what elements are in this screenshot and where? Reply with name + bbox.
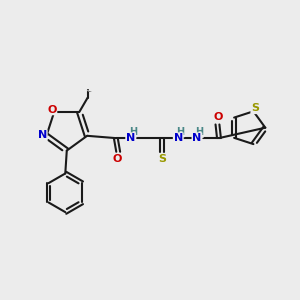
Text: N: N (38, 130, 47, 140)
Text: N: N (174, 133, 183, 143)
Text: H: H (195, 127, 203, 137)
Text: methyl: methyl (86, 91, 92, 92)
Text: N: N (192, 133, 202, 143)
Text: O: O (47, 104, 56, 115)
Text: S: S (158, 154, 166, 164)
Text: H: H (129, 127, 137, 136)
Text: O: O (112, 154, 122, 164)
Text: H: H (176, 127, 184, 136)
Text: O: O (213, 112, 223, 122)
Text: methyl: methyl (88, 87, 93, 89)
Text: N: N (126, 133, 135, 143)
Text: S: S (251, 103, 259, 113)
